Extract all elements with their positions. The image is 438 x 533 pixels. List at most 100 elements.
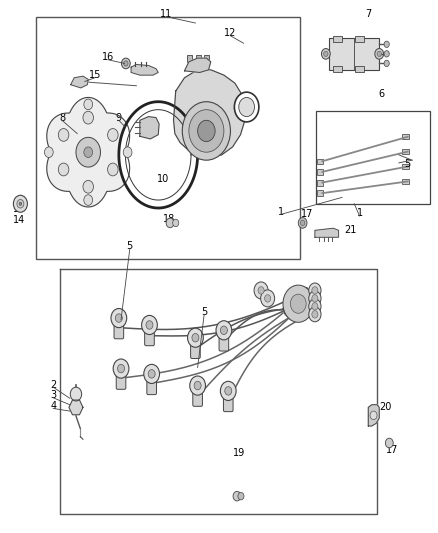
FancyBboxPatch shape [223, 388, 233, 411]
Circle shape [383, 51, 389, 57]
Circle shape [321, 49, 329, 59]
Circle shape [308, 299, 320, 314]
Circle shape [224, 386, 231, 395]
Circle shape [238, 98, 254, 117]
Bar [354, 66, 363, 72]
Polygon shape [131, 64, 158, 75]
Circle shape [76, 138, 100, 167]
Circle shape [233, 491, 240, 501]
Polygon shape [173, 70, 244, 158]
Circle shape [83, 180, 93, 193]
Bar [316, 180, 322, 185]
Circle shape [58, 128, 69, 141]
Circle shape [237, 492, 244, 500]
Circle shape [148, 369, 155, 378]
Circle shape [70, 387, 81, 401]
FancyBboxPatch shape [145, 322, 154, 346]
Circle shape [264, 295, 270, 302]
Circle shape [188, 110, 223, 152]
Bar [402, 179, 408, 184]
Circle shape [107, 163, 118, 176]
Text: 14: 14 [13, 215, 25, 225]
Circle shape [376, 51, 381, 56]
Polygon shape [140, 117, 159, 139]
Circle shape [17, 199, 24, 208]
Circle shape [144, 365, 159, 383]
Circle shape [84, 147, 92, 158]
Text: 5: 5 [201, 306, 207, 317]
Circle shape [369, 411, 376, 419]
Text: 8: 8 [59, 112, 65, 123]
Text: 19: 19 [233, 448, 245, 457]
Circle shape [308, 283, 320, 298]
Circle shape [84, 99, 92, 110]
Circle shape [191, 334, 198, 342]
Circle shape [146, 321, 152, 329]
Text: 17: 17 [385, 445, 398, 455]
Text: 15: 15 [88, 70, 101, 80]
Polygon shape [119, 102, 197, 208]
Text: 5: 5 [127, 241, 133, 251]
Text: 9: 9 [116, 112, 122, 123]
Circle shape [308, 307, 320, 322]
Circle shape [84, 195, 92, 205]
Text: 7: 7 [364, 9, 371, 19]
Bar [354, 36, 363, 42]
Bar [203, 55, 208, 62]
Text: 10: 10 [156, 174, 168, 184]
Circle shape [111, 309, 127, 328]
Circle shape [197, 120, 215, 142]
FancyBboxPatch shape [192, 383, 202, 406]
Text: 2: 2 [50, 379, 56, 390]
Text: 17: 17 [300, 209, 312, 220]
Circle shape [308, 291, 320, 306]
Circle shape [83, 111, 93, 124]
Polygon shape [314, 228, 338, 237]
Circle shape [383, 60, 389, 67]
Bar [328, 38, 378, 70]
Text: 12: 12 [224, 28, 236, 38]
Bar [402, 149, 408, 155]
Circle shape [311, 295, 317, 302]
Circle shape [19, 202, 21, 205]
Circle shape [117, 365, 124, 373]
Text: 3: 3 [50, 390, 56, 400]
Polygon shape [367, 405, 378, 426]
Circle shape [385, 438, 392, 448]
Circle shape [220, 326, 227, 335]
Circle shape [13, 195, 27, 212]
Text: 5: 5 [404, 159, 410, 169]
Circle shape [297, 217, 306, 228]
Circle shape [113, 359, 129, 378]
Bar [195, 55, 201, 62]
Circle shape [311, 311, 317, 318]
Circle shape [383, 41, 389, 47]
Bar [402, 164, 408, 169]
Circle shape [323, 51, 327, 56]
Polygon shape [283, 287, 312, 321]
Circle shape [300, 220, 304, 225]
Text: 1: 1 [356, 208, 362, 219]
Text: 11: 11 [159, 9, 172, 19]
Bar [35, 17, 300, 259]
Circle shape [187, 328, 203, 348]
Polygon shape [47, 98, 129, 207]
Circle shape [189, 376, 205, 395]
Circle shape [107, 128, 118, 141]
Circle shape [194, 381, 201, 390]
Polygon shape [69, 400, 83, 415]
Circle shape [166, 218, 173, 228]
Circle shape [58, 163, 69, 176]
Circle shape [290, 294, 305, 313]
Text: 4: 4 [50, 401, 56, 411]
Bar [187, 55, 192, 62]
Circle shape [260, 290, 274, 307]
Text: 6: 6 [378, 88, 384, 99]
Text: 16: 16 [102, 52, 114, 61]
Text: 18: 18 [162, 214, 175, 224]
Circle shape [254, 282, 268, 299]
Circle shape [311, 303, 317, 310]
Text: 1: 1 [277, 207, 283, 217]
Text: 20: 20 [379, 402, 391, 413]
Bar [315, 111, 428, 204]
